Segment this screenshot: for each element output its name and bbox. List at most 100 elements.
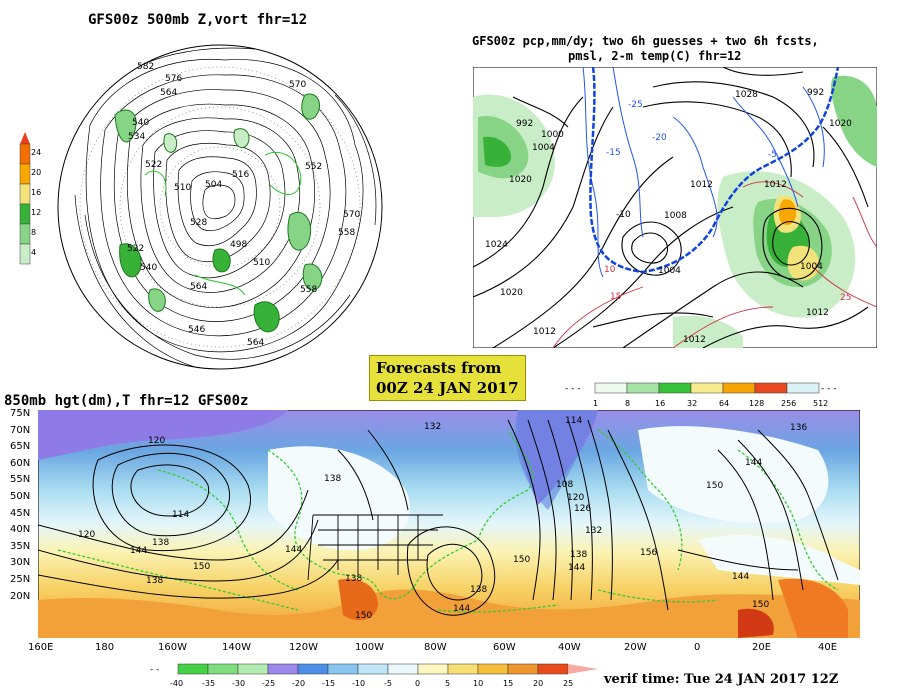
height-label: 150 [752,600,770,610]
precip-legend-bar: - - - - - - [565,382,836,394]
pressure-label: 1020 [509,175,532,185]
height-label: 136 [790,423,808,433]
height-label: 144 [732,572,750,582]
svg-text:- - -: - - - [821,384,836,394]
contour-label: 516 [232,170,250,180]
lat-label: 75N [10,408,31,419]
height-label: 138 [146,576,164,586]
temp-legend-label: 0 [415,679,421,688]
height-label: 132 [424,422,442,432]
precip-legend-label: 16 [655,399,666,408]
temp-legend-bar: - - [150,663,598,675]
contour-label: 570 [289,80,307,90]
temp-legend-label: -15 [322,679,336,688]
svg-text:- - -: - - - [565,384,580,394]
lon-label: 80W [424,642,447,653]
lon-label: 180 [95,642,115,653]
contour-label: 510 [253,258,271,268]
precip-legend-label: 1 [593,399,599,408]
height-label: 156 [640,548,658,558]
height-label: 150 [706,481,724,491]
height-label: 120 [78,530,96,540]
pressure-label: 1028 [735,90,758,100]
pressure-label: 992 [516,119,534,129]
lon-label: 120W [289,642,318,653]
temp-label: -10 [616,210,631,220]
contour-label: 498 [230,240,248,250]
contour-label: 564 [190,282,208,292]
temp-legend-label: 25 [563,679,574,688]
vort-scale-label: 8 [31,228,37,237]
contour-label: 504 [205,180,223,190]
lon-label: 60W [493,642,516,653]
temp-label: -25 [628,100,643,110]
temp-label: 25 [840,293,852,303]
svg-text:- -: - - [150,665,159,675]
temp-legend-label: -30 [232,679,246,688]
vort-scale-label: 16 [31,188,42,197]
temp-legend: - - -40 -35 -30 -25 -20 -15 -10 -5 0 5 1… [150,660,600,689]
contour-label: 510 [174,183,192,193]
pressure-label: 1012 [683,335,706,345]
pressure-label: 1020 [500,288,523,298]
height-label: 150 [193,562,211,572]
temp-legend-label: -5 [384,679,392,688]
height-label: 138 [324,474,342,484]
temp-label: 15 [610,292,622,302]
height-label: 108 [556,480,574,490]
lon-label: 40E [818,642,838,653]
precip-legend-label: 32 [687,399,698,408]
height-label: 114 [172,510,190,520]
vort-color-scale: 24 20 16 12 8 4 [17,132,42,265]
panel-850mb-title: 850mb hgt(dm),T fhr=12 GFS00z [4,393,249,409]
lat-label: 60N [10,457,31,469]
temp-label: -20 [652,133,667,143]
height-label: 126 [574,504,592,514]
temp-label: -5 [768,150,777,160]
precip-legend-label: 256 [781,399,797,408]
lat-label: 50N [10,490,31,502]
lon-label: 100W [355,642,384,653]
height-label: 144 [130,546,148,556]
temp-legend-label: 10 [473,679,484,688]
forecast-box-line2: 00Z 24 JAN 2017 [376,379,519,397]
precip-legend-label: 128 [749,399,765,408]
precip-legend-label: 64 [719,399,730,408]
pressure-label: 1004 [800,262,823,272]
contour-label: 522 [127,244,145,254]
temp-legend-label: -35 [202,679,216,688]
temp-label: 10 [604,265,616,275]
lon-label: 20W [624,642,647,653]
polar-500mb-map [57,44,383,370]
lat-label: 40N [10,524,31,536]
contour-label: 570 [343,210,361,220]
height-label: 120 [148,436,166,446]
contour-label: 576 [165,74,183,84]
lat-label: 70N [10,424,31,436]
temp-legend-label: 15 [503,679,514,688]
lat-label: 30N [10,557,31,569]
pressure-label: 1004 [532,143,555,153]
panel-500mb-title: GFS00z 500mb Z,vort fhr=12 [88,12,308,28]
contour-label: 522 [145,160,163,170]
height-label: 138 [570,550,588,560]
contour-label: 540 [132,118,150,128]
height-label: 138 [470,585,488,595]
pressure-label: 1012 [806,308,829,318]
vort-scale-label: 20 [31,168,42,177]
lat-label: 20N [10,590,31,602]
temp-legend-label: 5 [445,679,451,688]
contour-label: 534 [128,132,146,142]
pressure-label: 1020 [829,119,852,129]
lon-label: 160W [158,642,187,653]
forecast-box-line1: Forecasts from [376,359,502,377]
precip-pmsl-map [473,67,877,348]
height-label: 144 [745,458,763,468]
pressure-label: 1012 [533,327,556,337]
contour-label: 564 [160,88,178,98]
panel-precip-title-1: GFS00z pcp,mm/dy; two 6h guesses + two 6… [472,34,819,48]
pressure-label: 1012 [690,180,713,190]
height-label: 144 [453,604,471,614]
vort-scale-label: 24 [31,148,42,157]
precip-legend-label: 8 [625,399,631,408]
